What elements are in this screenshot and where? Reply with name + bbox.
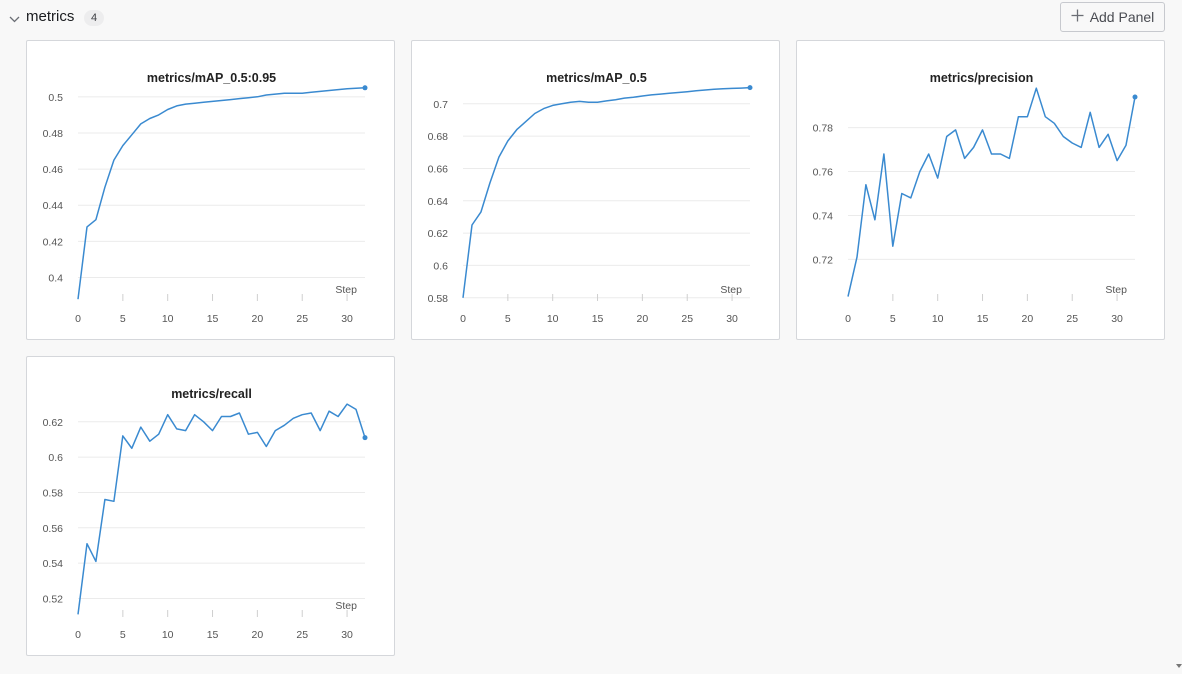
last-point-marker (1132, 94, 1138, 100)
x-tick-label: 10 (162, 313, 174, 325)
chart-title: metrics/mAP_0.5:0.95 (147, 71, 276, 85)
x-tick-label: 0 (75, 629, 81, 641)
x-tick-label: 30 (341, 629, 353, 641)
x-tick-label: 15 (207, 313, 219, 325)
y-tick-label: 0.48 (43, 128, 64, 140)
add-panel-button[interactable]: Add Panel (1060, 2, 1165, 32)
x-tick-label: 0 (845, 313, 851, 325)
x-axis-label: Step (1105, 284, 1127, 296)
y-tick-label: 0.76 (813, 167, 834, 179)
x-tick-label: 15 (592, 313, 604, 325)
section-title[interactable]: metrics (26, 8, 75, 25)
x-tick-label: 10 (932, 313, 944, 325)
x-axis-label: Step (335, 600, 357, 612)
x-tick-label: 0 (75, 313, 81, 325)
y-tick-label: 0.62 (428, 228, 449, 240)
y-tick-label: 0.74 (813, 210, 834, 222)
x-tick-label: 10 (162, 629, 174, 641)
y-tick-label: 0.46 (43, 164, 64, 176)
last-point-marker (362, 85, 368, 91)
x-tick-label: 30 (1111, 313, 1123, 325)
x-tick-label: 10 (547, 313, 559, 325)
chart-title: metrics/recall (171, 387, 252, 401)
add-panel-label: Add Panel (1089, 9, 1155, 25)
chart-panel-recall[interactable]: metrics/recall 0.52 0.54 0.56 0.58 0.6 0.62 0 5 1… (26, 356, 395, 656)
x-tick-label: 25 (296, 629, 308, 641)
y-tick-label: 0.5 (48, 92, 63, 104)
series-line[interactable] (847, 87, 1136, 297)
scroll-down-indicator[interactable] (1176, 664, 1182, 668)
x-tick-label: 15 (207, 629, 219, 641)
x-axis-label: Step (720, 284, 742, 296)
x-tick-label: 0 (460, 313, 466, 325)
y-tick-label: 0.4 (48, 273, 63, 285)
x-tick-label: 5 (120, 313, 126, 325)
y-tick-label: 0.66 (428, 163, 449, 175)
y-tick-label: 0.78 (813, 123, 834, 135)
y-tick-label: 0.58 (43, 487, 64, 499)
section-header: metrics 4 Add Panel (0, 0, 1182, 36)
y-tick-label: 0.64 (428, 196, 449, 208)
chart-panel-map-0-5-0-95[interactable]: metrics/mAP_0.5:0.95 0.4 0.42 0.44 0.46 0.48 0… (26, 40, 395, 340)
chevron-down-icon[interactable] (6, 12, 22, 26)
x-tick-label: 30 (726, 313, 738, 325)
last-point-marker (747, 85, 753, 91)
x-tick-label: 5 (505, 313, 511, 325)
series-line[interactable] (462, 86, 751, 298)
x-tick-label: 30 (341, 313, 353, 325)
line-chart-precision: metrics/precision 0.72 0.74 0.76 0.78 0 5 10 15 2… (813, 71, 1138, 325)
line-chart-recall: metrics/recall 0.52 0.54 0.56 0.58 0.6 0.62 0 5 1… (43, 387, 368, 641)
y-tick-label: 0.44 (43, 200, 64, 212)
x-tick-label: 25 (296, 313, 308, 325)
y-tick-label: 0.62 (43, 417, 64, 429)
y-tick-label: 0.6 (433, 260, 448, 272)
line-chart-map-0-5-0-95: metrics/mAP_0.5:0.95 0.4 0.42 0.44 0.46 0.48 0… (43, 71, 368, 325)
x-axis-label: Step (335, 284, 357, 296)
series-line[interactable] (77, 403, 366, 615)
last-point-marker (362, 435, 368, 441)
x-tick-label: 5 (120, 629, 126, 641)
y-tick-label: 0.68 (428, 131, 449, 143)
chart-panel-precision[interactable]: metrics/precision 0.72 0.74 0.76 0.78 0 5 10 15 2… (796, 40, 1165, 340)
x-tick-label: 20 (252, 629, 264, 641)
x-tick-label: 20 (637, 313, 649, 325)
x-tick-label: 15 (977, 313, 989, 325)
y-tick-label: 0.58 (428, 293, 449, 305)
x-tick-label: 20 (1022, 313, 1034, 325)
x-tick-label: 25 (681, 313, 693, 325)
x-tick-label: 20 (252, 313, 264, 325)
y-tick-label: 0.72 (813, 254, 834, 266)
chart-panel-map-0-5[interactable]: metrics/mAP_0.5 0.58 0.6 0.62 0.64 0.66 0.68 0.… (411, 40, 780, 340)
chart-title: metrics/mAP_0.5 (546, 71, 647, 85)
plus-icon (1071, 9, 1084, 25)
chart-title: metrics/precision (930, 71, 1034, 85)
y-tick-label: 0.6 (48, 452, 63, 464)
x-tick-label: 25 (1066, 313, 1078, 325)
y-tick-label: 0.42 (43, 236, 64, 248)
x-tick-label: 5 (890, 313, 896, 325)
series-line[interactable] (77, 87, 366, 300)
y-tick-label: 0.56 (43, 523, 64, 535)
y-tick-label: 0.54 (43, 558, 64, 570)
panel-count-badge: 4 (84, 10, 104, 26)
y-tick-label: 0.52 (43, 593, 64, 605)
y-tick-label: 0.7 (433, 99, 448, 111)
line-chart-map-0-5: metrics/mAP_0.5 0.58 0.6 0.62 0.64 0.66 0.68 0.… (428, 71, 753, 325)
